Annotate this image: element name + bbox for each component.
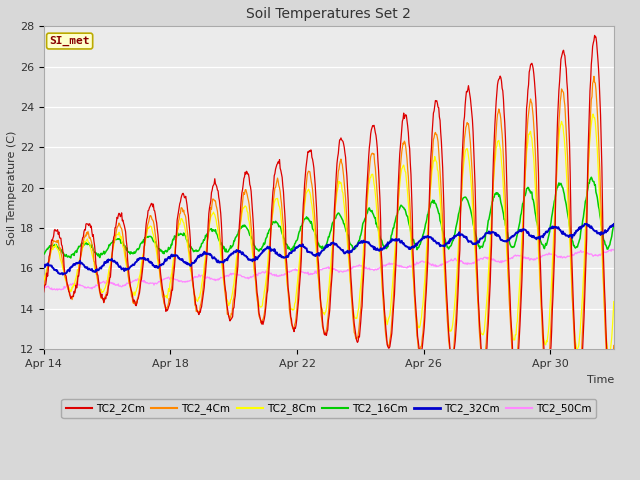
TC2_16Cm: [248, 236, 255, 241]
TC2_4Cm: [174, 225, 182, 230]
TC2_16Cm: [501, 216, 509, 222]
TC2_50Cm: [61, 285, 68, 291]
TC2_2Cm: [591, 33, 598, 38]
TC2_32Cm: [364, 240, 371, 245]
TC2_8Cm: [589, 111, 597, 117]
TC2_4Cm: [247, 224, 255, 229]
TC2_16Cm: [278, 231, 286, 237]
TC2_16Cm: [588, 174, 595, 180]
TC2_50Cm: [608, 246, 616, 252]
TC2_2Cm: [363, 187, 371, 193]
TC2_32Cm: [501, 239, 509, 244]
TC2_8Cm: [278, 219, 285, 225]
Line: TC2_32Cm: TC2_32Cm: [44, 224, 614, 275]
TC2_4Cm: [605, 389, 613, 395]
Line: TC2_50Cm: TC2_50Cm: [44, 249, 614, 290]
TC2_2Cm: [60, 265, 68, 271]
TC2_8Cm: [247, 240, 255, 246]
TC2_32Cm: [61, 271, 68, 276]
TC2_32Cm: [583, 221, 591, 227]
TC2_4Cm: [40, 282, 47, 288]
TC2_50Cm: [248, 274, 255, 279]
TC2_32Cm: [175, 255, 182, 261]
TC2_32Cm: [610, 221, 618, 227]
TC2_32Cm: [40, 262, 47, 268]
TC2_4Cm: [278, 201, 285, 206]
TC2_8Cm: [500, 198, 508, 204]
TC2_2Cm: [278, 171, 285, 177]
Title: Soil Temperatures Set 2: Soil Temperatures Set 2: [246, 7, 411, 21]
Line: TC2_16Cm: TC2_16Cm: [44, 177, 614, 258]
TC2_8Cm: [60, 271, 68, 277]
TC2_2Cm: [500, 110, 508, 116]
TC2_16Cm: [60, 252, 68, 258]
TC2_16Cm: [610, 222, 618, 228]
TC2_32Cm: [278, 253, 286, 259]
Line: TC2_4Cm: TC2_4Cm: [44, 76, 614, 392]
TC2_8Cm: [363, 203, 371, 209]
TC2_16Cm: [175, 233, 182, 239]
X-axis label: Time: Time: [586, 375, 614, 384]
Text: SI_met: SI_met: [49, 36, 90, 46]
TC2_8Cm: [174, 227, 182, 232]
TC2_50Cm: [278, 272, 286, 278]
TC2_50Cm: [175, 278, 182, 284]
TC2_2Cm: [40, 289, 47, 295]
TC2_50Cm: [610, 247, 618, 253]
TC2_4Cm: [610, 343, 618, 348]
TC2_16Cm: [67, 255, 75, 261]
TC2_50Cm: [54, 287, 61, 293]
TC2_16Cm: [364, 210, 371, 216]
TC2_50Cm: [40, 284, 47, 290]
TC2_2Cm: [607, 394, 614, 399]
TC2_32Cm: [248, 257, 255, 263]
TC2_8Cm: [605, 354, 613, 360]
TC2_8Cm: [40, 277, 47, 283]
TC2_2Cm: [610, 363, 618, 369]
TC2_4Cm: [590, 73, 598, 79]
TC2_32Cm: [59, 272, 67, 277]
TC2_8Cm: [610, 299, 618, 304]
TC2_50Cm: [364, 266, 371, 272]
Line: TC2_2Cm: TC2_2Cm: [44, 36, 614, 396]
TC2_2Cm: [174, 214, 182, 219]
Y-axis label: Soil Temperature (C): Soil Temperature (C): [7, 131, 17, 245]
TC2_16Cm: [40, 252, 47, 257]
TC2_50Cm: [501, 258, 509, 264]
Legend: TC2_2Cm, TC2_4Cm, TC2_8Cm, TC2_16Cm, TC2_32Cm, TC2_50Cm: TC2_2Cm, TC2_4Cm, TC2_8Cm, TC2_16Cm, TC2…: [61, 399, 596, 419]
TC2_2Cm: [247, 189, 255, 194]
TC2_4Cm: [363, 204, 371, 209]
TC2_4Cm: [500, 171, 508, 177]
TC2_4Cm: [60, 268, 68, 274]
Line: TC2_8Cm: TC2_8Cm: [44, 114, 614, 357]
